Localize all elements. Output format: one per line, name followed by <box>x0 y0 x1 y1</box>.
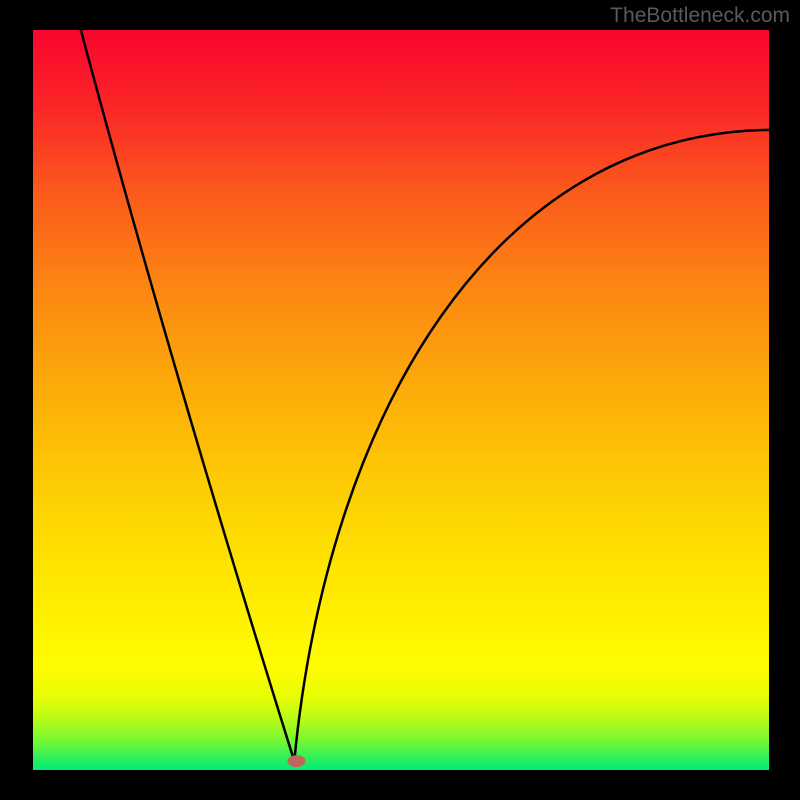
minimum-marker <box>287 755 305 767</box>
curve-svg <box>33 30 769 770</box>
chart-container: TheBottleneck.com <box>0 0 800 800</box>
bottleneck-curve <box>81 30 769 761</box>
watermark-text: TheBottleneck.com <box>610 4 790 28</box>
plot-area <box>33 30 769 770</box>
